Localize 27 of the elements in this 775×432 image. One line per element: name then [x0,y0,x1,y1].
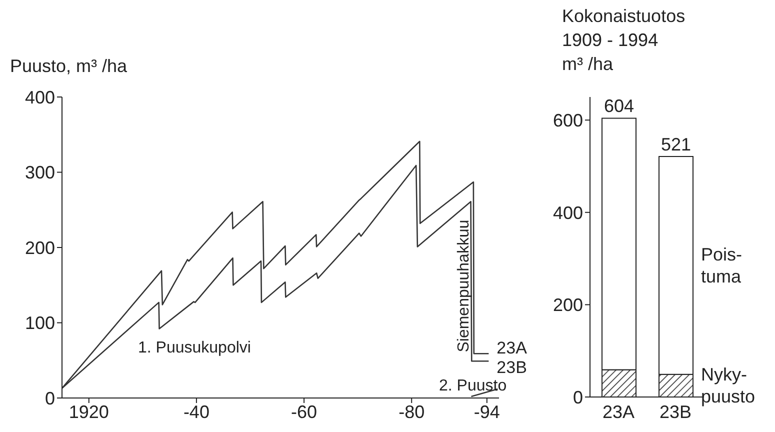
y-tick-label: 200 [552,295,583,316]
y-tick-label: 0 [44,388,55,408]
y-tick-label: 400 [24,87,55,108]
series-label: 23A [496,338,528,358]
annotation: 1. Puusukupolvi [138,340,251,356]
y-tick-label: 600 [552,110,583,130]
x-tick-label: -94 [474,402,500,422]
total-label: 604 [604,96,634,116]
y-tick-label: 300 [24,162,55,183]
x-tick-label: 1920 [68,402,109,422]
x-tick-label: -60 [291,402,318,422]
total-label: 521 [660,134,692,155]
x-tick-label: -40 [183,402,210,422]
y-tick-label: 0 [572,387,583,408]
annotation: 2. Puusto [439,378,507,394]
y-axis-title: Puusto, m³ /ha [10,56,128,77]
x-tick-label: 23A [602,402,635,422]
y-axis-title: m³ /ha [562,53,614,76]
y-tick-label: 200 [24,238,55,258]
series-label: Pois-tuma [701,244,742,286]
y-tick-label: 400 [552,202,583,223]
x-tick-label: -80 [398,402,425,422]
series-label: Nyky-puusto [701,364,756,407]
y-tick-label: 100 [24,313,55,334]
x-tick-label: 23B [659,402,692,422]
annotation: Siemenpuuhakkuu [456,220,472,352]
series-label: 23B [496,358,527,378]
